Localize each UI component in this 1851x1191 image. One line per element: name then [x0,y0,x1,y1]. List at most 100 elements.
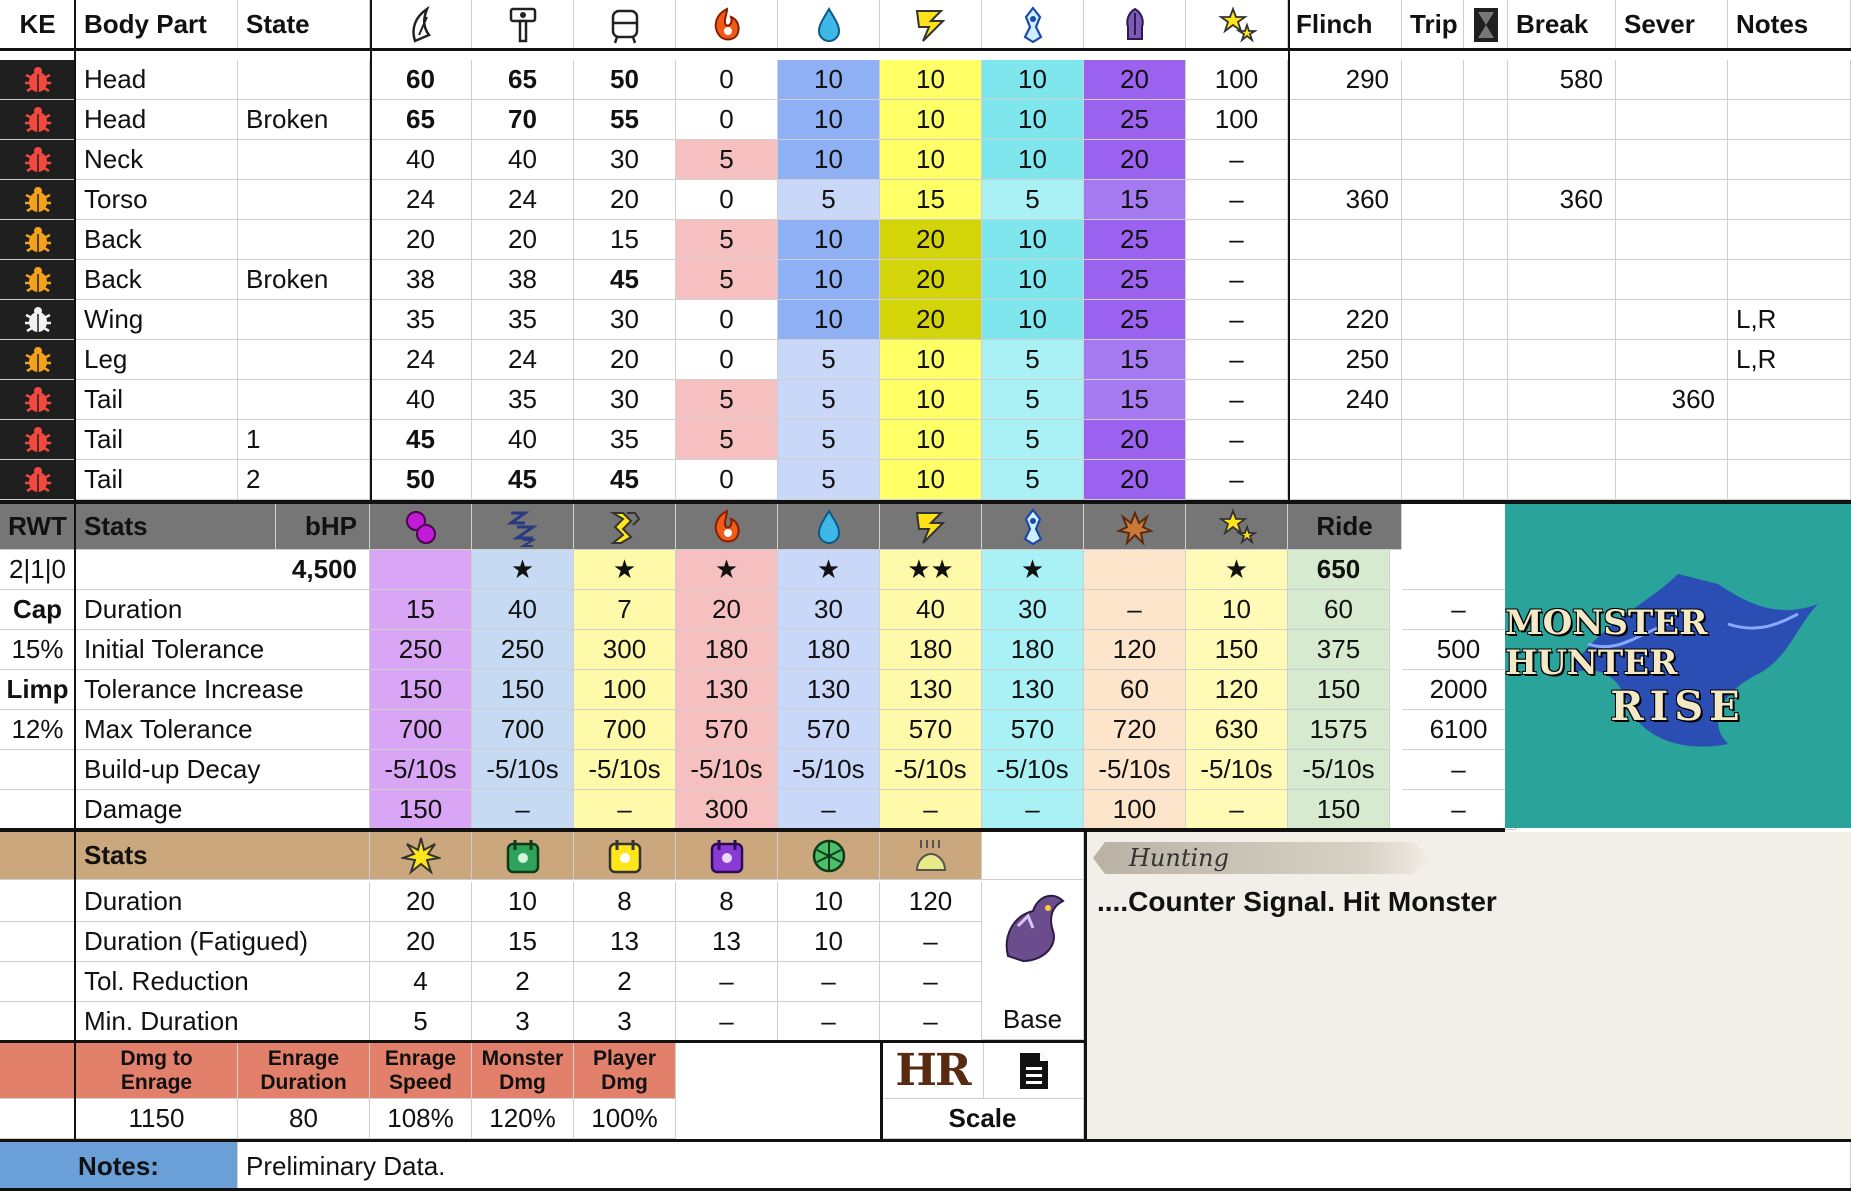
status-value: 180 [982,630,1084,670]
status-row-label: Duration [76,590,370,630]
hitzone-value: 20 [574,180,676,220]
status-value: – [1402,590,1516,630]
hitzone-value: 10 [778,220,880,260]
hitzone-value: 20 [880,260,982,300]
part-notes [1728,60,1851,100]
status-value: 570 [778,710,880,750]
header-trip: Trip [1402,0,1464,50]
hitzone-value: 30 [574,140,676,180]
items-header-blank [982,832,1084,880]
hunting-panel: Hunting ....Counter Signal. Hit Monster [1087,832,1851,1139]
status-value: 120 [1084,630,1186,670]
status-value: 100 [574,670,676,710]
trip-value [1402,140,1464,180]
divider [0,1139,1851,1142]
flinch-value [1288,100,1402,140]
hitzone-value: 5 [982,460,1084,500]
ice-icon [982,504,1084,550]
water-icon [778,504,880,550]
document-icon [1019,1052,1048,1089]
divider [370,0,372,500]
status-value: 60 [1084,670,1186,710]
item-row-label: Tol. Reduction [76,962,370,1002]
break-value [1508,300,1616,340]
items-side [0,922,76,962]
side-label: 12% [0,710,76,750]
item-value: – [880,1002,982,1042]
shock-trap-icon [472,832,574,880]
pitfall-trap-icon [574,832,676,880]
hitzone-value: 38 [370,260,472,300]
break-value: 360 [1508,180,1616,220]
hitzone-value: – [1186,260,1288,300]
dung-pod-icon [880,832,982,880]
hitzone-value: 45 [472,460,574,500]
status-value: – [778,790,880,830]
fire-icon [676,504,778,550]
hitzone-value: 24 [370,180,472,220]
item-value: 2 [574,962,676,1002]
hitzone-value: 15 [1084,340,1186,380]
item-value: 4 [370,962,472,1002]
part-notes [1728,100,1851,140]
flinch-value: 290 [1288,60,1402,100]
hitzone-value: 15 [880,180,982,220]
hitzone-value: 45 [574,260,676,300]
hitzone-value: 40 [472,140,574,180]
logo-line1: MONSTER HUNTER [1505,602,1708,683]
hitzone-value: 45 [370,420,472,460]
status-value: -5/10s [982,750,1084,790]
hitzone-value: 5 [676,380,778,420]
sleep-icon [472,504,574,550]
trip-value [1402,260,1464,300]
hitzone-value: – [1186,460,1288,500]
status-value: 130 [676,670,778,710]
sever-value [1616,340,1728,380]
sever-value [1616,140,1728,180]
hunting-text: ....Counter Signal. Hit Monster [1097,886,1497,917]
status-value: 120 [1186,670,1288,710]
hitzone-value: 30 [574,380,676,420]
ke-bug-icon [0,220,76,260]
header-ke: KE [0,0,76,50]
status-value: -5/10s [778,750,880,790]
hitzone-value: 0 [676,340,778,380]
hitzone-value: 20 [574,340,676,380]
hitzone-value: 5 [982,340,1084,380]
hitzone-value: 20 [1084,140,1186,180]
status-value: 150 [1186,630,1288,670]
hitzone-value: 5 [982,180,1084,220]
hitzone-value: – [1186,140,1288,180]
hitzone-value: 24 [370,340,472,380]
trip-value [1402,420,1464,460]
hitzone-value: 10 [778,60,880,100]
ke-bug-icon [0,300,76,340]
header-notes: Notes [1728,0,1851,50]
sever-value [1616,300,1728,340]
enrage-header: Enrage Duration [238,1043,370,1099]
status-value: 180 [676,630,778,670]
status-stars: ★ [472,550,574,590]
stun-icon [1186,504,1288,550]
status-stars: ★ [676,550,778,590]
item-value: – [676,1002,778,1042]
hitzone-value: 0 [676,100,778,140]
enrage-header: Player Dmg [574,1043,676,1099]
scale-label: Scale [882,1099,1084,1139]
timer-value [1464,420,1508,460]
status-value: 720 [1084,710,1186,750]
trip-value [1402,380,1464,420]
header-break: Break [1508,0,1616,50]
item-value: 8 [676,882,778,922]
hitzone-value: 10 [778,300,880,340]
status-row-label: Tolerance Increase [76,670,370,710]
stun-icon [1186,0,1288,50]
hr-box: HR [882,1043,984,1099]
rwt-value: 2|1|0 [0,550,76,590]
side-label: 15% [0,630,76,670]
tranq-icon [676,832,778,880]
status-value: 100 [1084,790,1186,830]
divider [74,0,76,1142]
header-ride: Ride [1288,504,1402,550]
